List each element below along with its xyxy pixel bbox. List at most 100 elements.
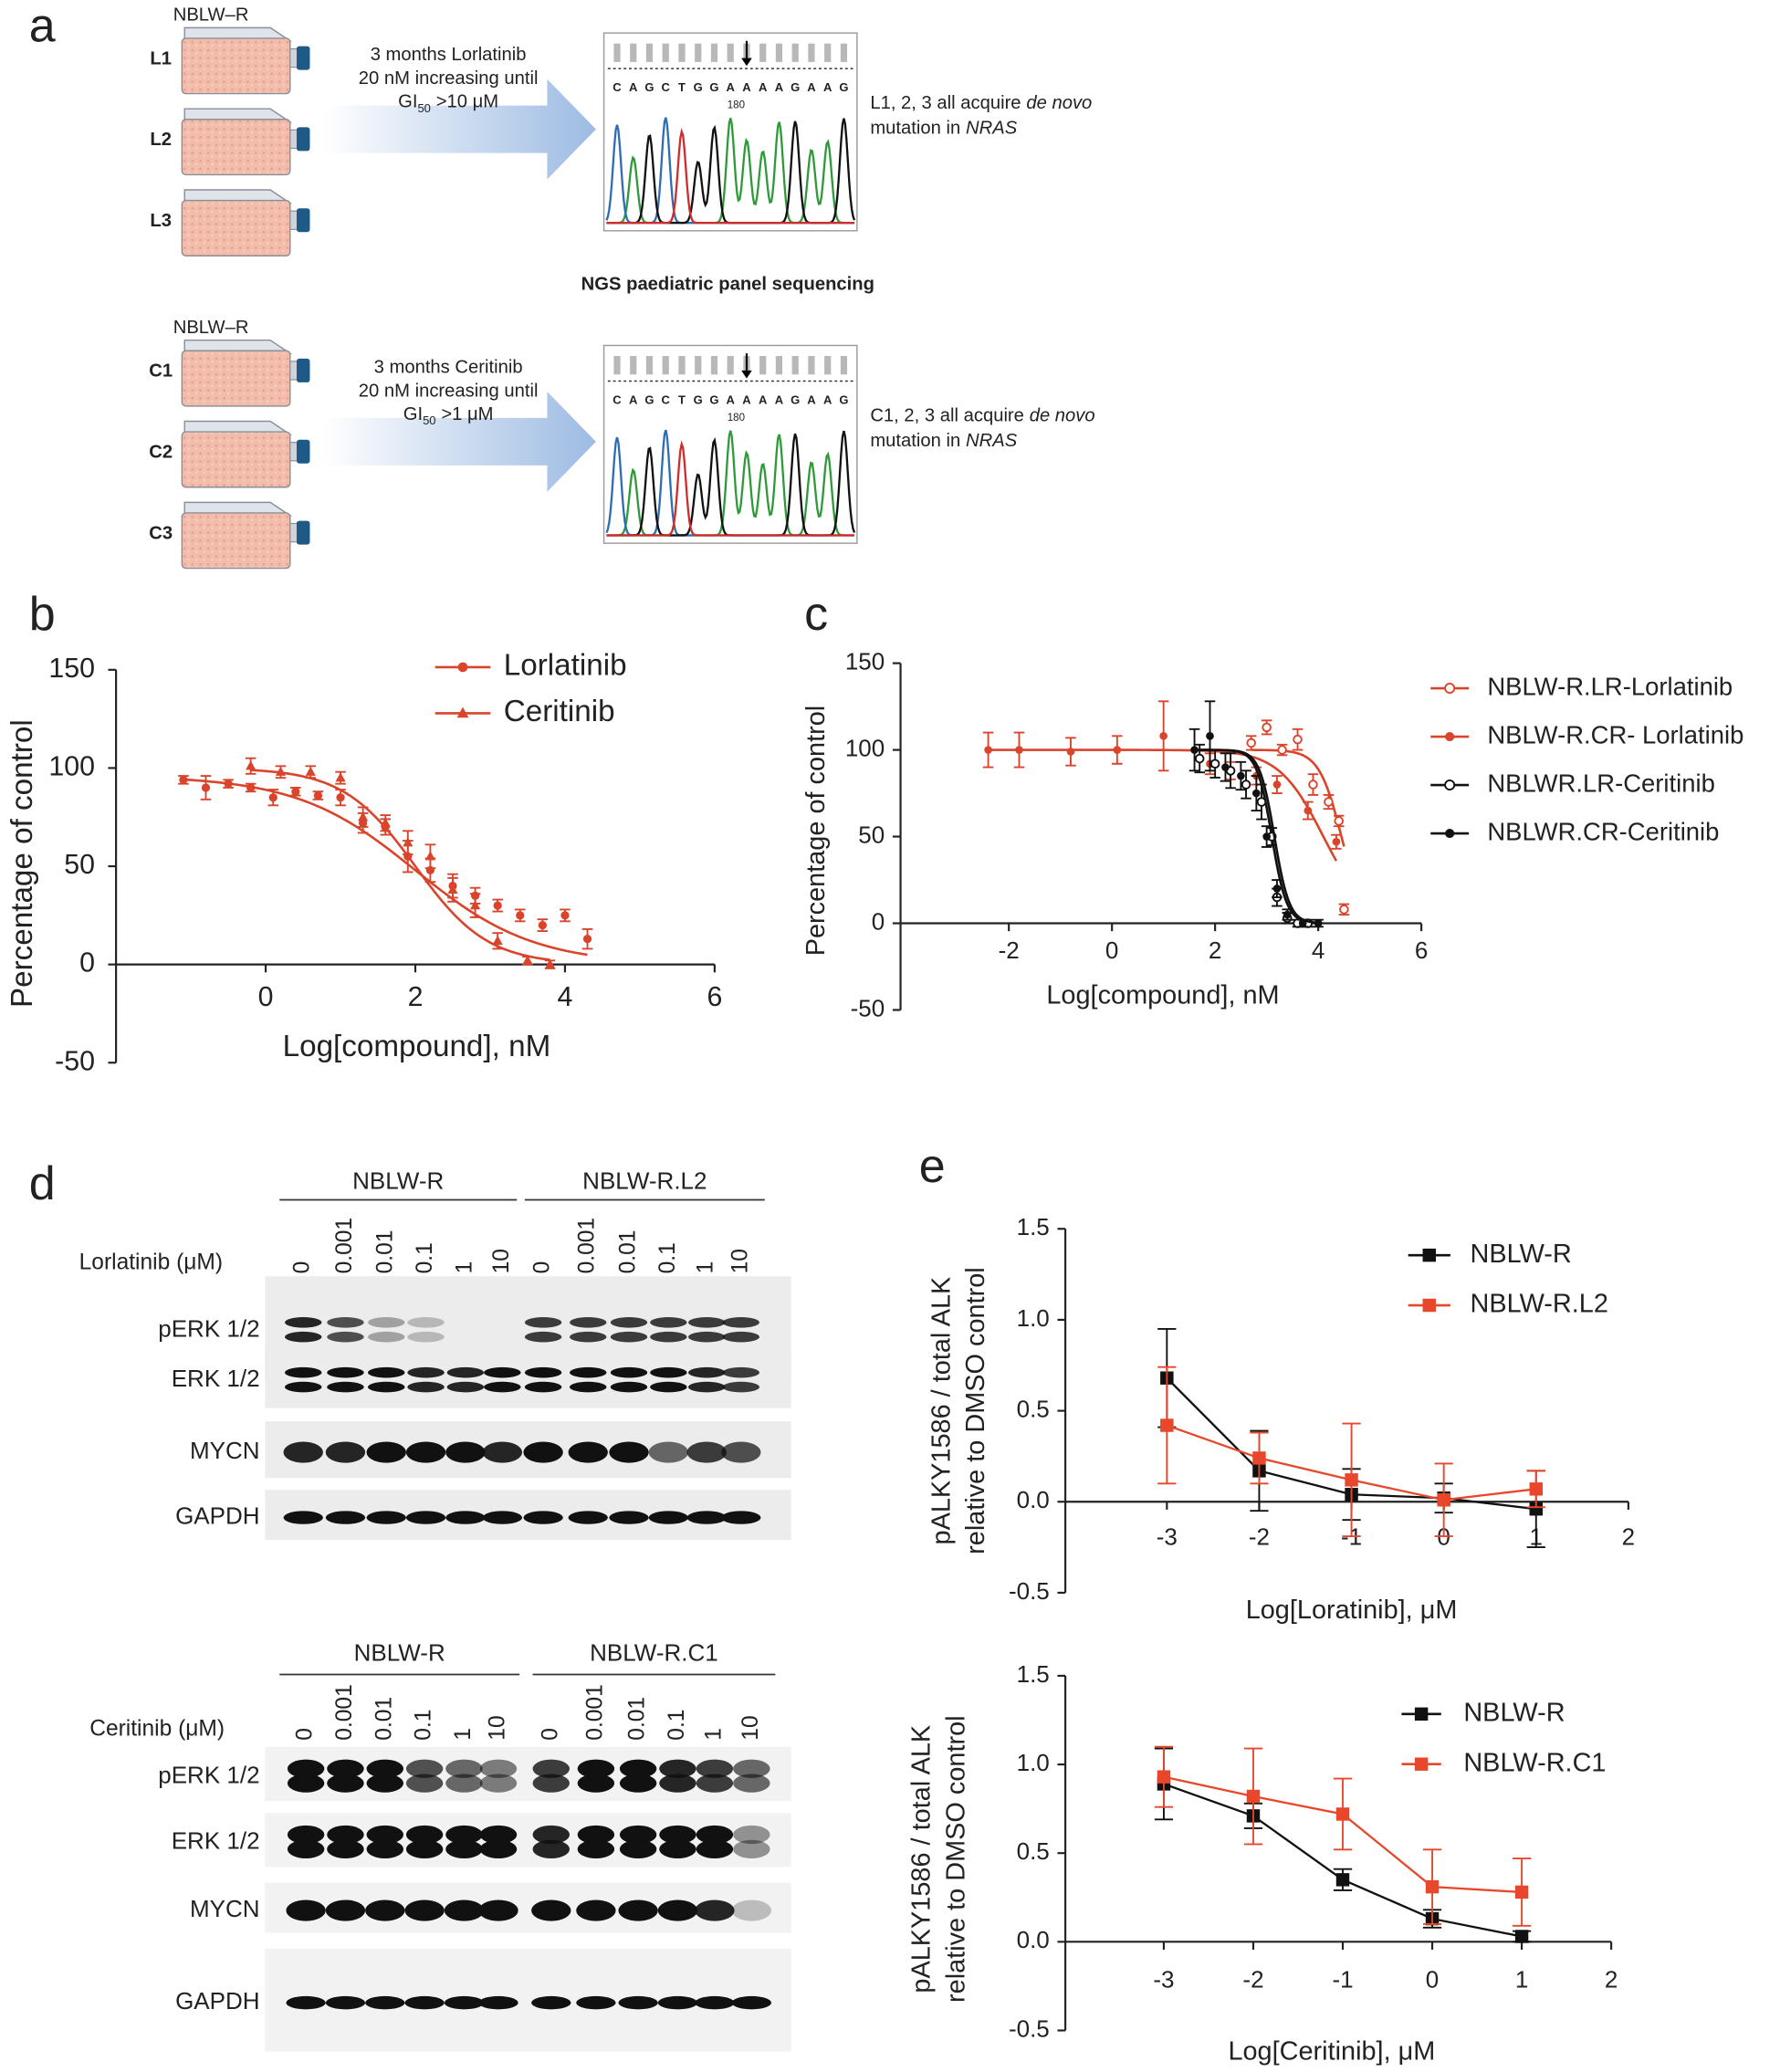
quality-bar <box>824 356 832 375</box>
flask-body <box>181 431 291 488</box>
base-letter: C <box>662 393 671 407</box>
band <box>688 1331 726 1343</box>
result-italic: de novo <box>1030 406 1095 426</box>
band <box>444 1995 485 2010</box>
flask-cap <box>297 127 310 152</box>
band <box>531 1995 571 2010</box>
panel-label: b <box>29 588 56 641</box>
flask-label: C1 <box>149 361 173 382</box>
fit-curve <box>988 748 1338 862</box>
band <box>327 1839 364 1858</box>
band <box>721 1511 761 1524</box>
band <box>366 1511 406 1524</box>
band <box>577 1759 615 1778</box>
legend-label: NBLW-R <box>1463 1698 1565 1727</box>
flask-cap <box>297 46 310 70</box>
base-letter: T <box>678 393 686 407</box>
x-axis-title: Log[Loratinib], μM <box>1246 1596 1458 1625</box>
data-point <box>1159 732 1167 740</box>
band <box>568 1441 608 1463</box>
treatment-label: Ceritinib (μM) <box>89 1717 225 1742</box>
concentration-label: 0 <box>530 1261 555 1274</box>
x-tick-label: -3 <box>1157 1523 1178 1551</box>
band <box>287 1839 325 1858</box>
result-text: mutation in NRAS <box>870 119 1017 139</box>
data-point <box>336 793 345 802</box>
legend-label: Lorlatinib <box>504 649 627 683</box>
y-axis-title: Percentage of control <box>5 719 39 1008</box>
blot-row-label: pERK 1/2 <box>158 1761 259 1788</box>
data-point <box>1252 789 1261 798</box>
band <box>576 1995 616 2010</box>
data-point <box>1425 1879 1440 1894</box>
band <box>327 1759 364 1778</box>
panel-label: d <box>29 1157 56 1210</box>
band <box>696 1825 734 1845</box>
base-letter: C <box>613 393 622 407</box>
base-letter: A <box>742 80 751 94</box>
x-tick-label: 1 <box>1515 1966 1528 1994</box>
flask-label: C2 <box>149 443 173 463</box>
band <box>618 1995 658 2010</box>
x-tick-label: 0 <box>258 982 274 1012</box>
data-point <box>1237 771 1245 780</box>
quality-bar <box>710 356 718 375</box>
band <box>688 1366 726 1378</box>
band <box>479 1774 518 1793</box>
band <box>577 1774 615 1793</box>
quality-bar <box>759 43 767 62</box>
band <box>286 1899 326 1921</box>
band <box>657 1995 698 2010</box>
result-text: C1, 2, 3 all acquire de novo <box>870 406 1094 426</box>
y-axis-title: relative to DMSO control <box>961 1267 990 1554</box>
band <box>482 1441 522 1463</box>
band <box>405 1759 444 1778</box>
data-point <box>275 766 286 776</box>
band <box>366 1825 403 1845</box>
blot-row-label: MYCN <box>190 1437 260 1464</box>
band <box>722 1331 759 1343</box>
blot-row-label: GAPDH <box>175 1987 259 2014</box>
base-letter: A <box>823 393 832 407</box>
legend-label: Ceritinib <box>504 695 615 728</box>
x-tick-label: -2 <box>1249 1523 1270 1551</box>
x-tick-label: 6 <box>1415 937 1428 964</box>
legend-marker <box>457 662 468 673</box>
band <box>444 1899 485 1921</box>
gi-subscript: 50 <box>423 414 435 428</box>
gi-label: GI <box>403 404 423 424</box>
band <box>365 1995 405 2010</box>
quality-bar <box>710 43 718 62</box>
band <box>479 1759 518 1778</box>
y-tick-label: 150 <box>845 647 885 675</box>
data-point <box>1298 919 1307 927</box>
data-point <box>1206 732 1214 740</box>
x-axis-title: Log[compound], nM <box>1046 981 1279 1010</box>
base-letter: T <box>678 80 686 94</box>
concentration-label: 0.1 <box>655 1242 680 1273</box>
band <box>445 1441 486 1463</box>
concentration-label: 10 <box>489 1249 514 1273</box>
data-point <box>1293 734 1303 745</box>
data-point <box>358 811 369 821</box>
base-letter: G <box>644 393 654 407</box>
concentration-label: 0.1 <box>412 1710 436 1741</box>
band <box>610 1381 648 1393</box>
y-tick-label: 50 <box>64 850 95 880</box>
arrow <box>322 392 596 492</box>
band <box>659 1839 696 1858</box>
concentration-label: 0.001 <box>582 1684 607 1740</box>
y-tick-label: -50 <box>55 1046 95 1076</box>
band <box>325 1899 366 1921</box>
data-point <box>1066 748 1075 756</box>
band <box>570 1331 607 1343</box>
band <box>446 1366 485 1378</box>
x-tick-label: -1 <box>1332 1966 1353 1994</box>
band <box>650 1331 687 1343</box>
data-point <box>1529 1502 1543 1516</box>
band <box>619 1825 657 1845</box>
band <box>327 1366 364 1378</box>
band <box>524 1366 562 1378</box>
concentration-label: 0.01 <box>615 1230 640 1274</box>
legend-marker <box>1445 829 1455 839</box>
